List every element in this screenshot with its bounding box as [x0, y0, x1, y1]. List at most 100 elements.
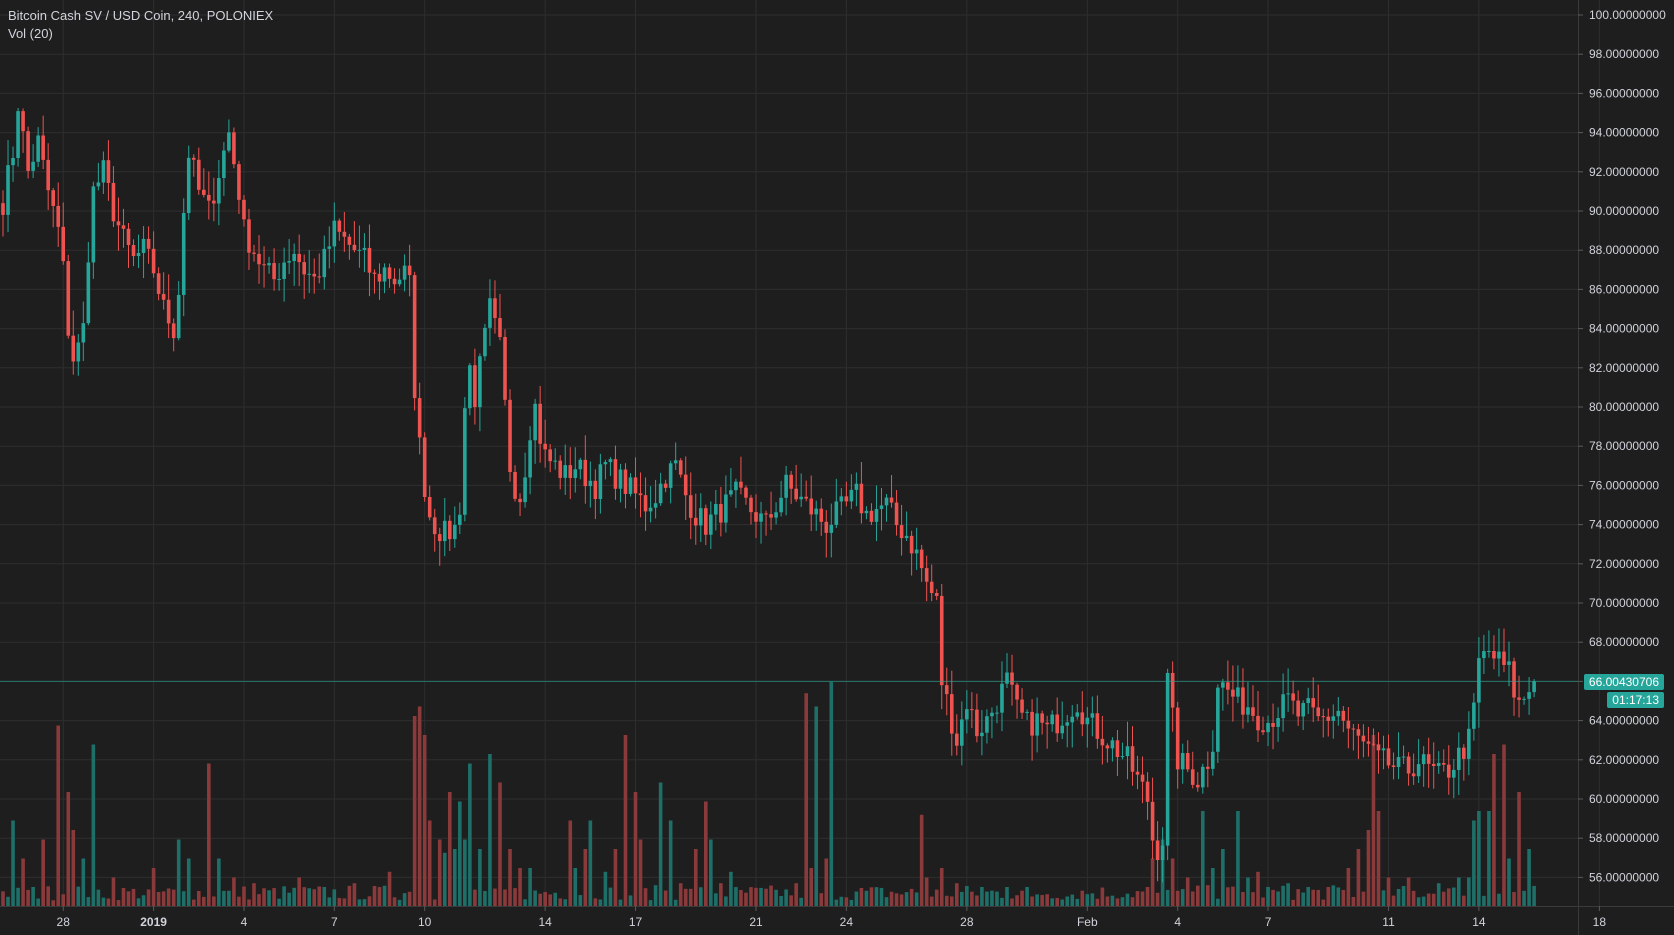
volume-bar — [553, 892, 557, 906]
price-axis-label: 64.00000000 — [1589, 714, 1659, 728]
volume-bar — [749, 887, 753, 906]
candle-body — [1326, 716, 1331, 721]
volume-bar — [1005, 887, 1009, 906]
volume-bar — [894, 893, 899, 906]
candle-body — [1507, 661, 1511, 665]
volume-bar — [116, 900, 121, 906]
candle-body — [1451, 769, 1456, 778]
volume-bar — [995, 891, 999, 906]
candle-body — [1155, 840, 1160, 861]
volume-bar — [1211, 868, 1215, 906]
volume-bar — [1301, 892, 1305, 906]
candle-body — [1241, 687, 1245, 715]
candle-body — [804, 496, 808, 499]
candle-body — [372, 272, 377, 274]
volume-bar — [939, 868, 944, 906]
candle-body — [1040, 713, 1044, 723]
price-axis-label: 72.00000000 — [1589, 557, 1659, 571]
volume-bar — [1266, 887, 1270, 906]
volume-bar — [759, 887, 763, 906]
volume-bar — [1140, 891, 1145, 906]
volume-bar — [518, 868, 522, 906]
volume-bar — [693, 849, 698, 906]
candle-body — [66, 261, 71, 336]
candle-body — [121, 225, 126, 229]
candle-body — [1436, 762, 1441, 767]
price-axis-label: 68.00000000 — [1589, 635, 1659, 649]
volume-bar — [774, 889, 778, 906]
volume-bar — [1195, 885, 1200, 906]
volume-bar — [171, 889, 176, 906]
candle-body — [985, 716, 989, 733]
price-axis-label: 96.00000000 — [1589, 86, 1659, 100]
candle-body — [1005, 672, 1009, 684]
candle-body — [1361, 735, 1366, 742]
candle-body — [904, 535, 909, 539]
volume-bar — [1446, 888, 1451, 906]
volume-bar — [1200, 811, 1205, 906]
candle-body — [1441, 762, 1446, 765]
candle-body — [6, 165, 10, 215]
candle-body — [663, 483, 668, 488]
candle-body — [212, 200, 216, 204]
candle-body — [437, 534, 442, 542]
candle-body — [1065, 722, 1070, 726]
time-axis-label: 28 — [57, 915, 71, 929]
volume-bar — [71, 830, 76, 906]
volume-bar — [804, 693, 808, 906]
candle-body — [337, 220, 342, 232]
candle-body — [698, 508, 703, 526]
volume-bar — [362, 899, 367, 906]
volume-bar — [1371, 735, 1376, 906]
volume-bar — [1487, 811, 1491, 906]
price-axis-label: 58.00000000 — [1589, 831, 1659, 845]
candle-body — [146, 238, 151, 249]
volume-bar — [794, 883, 798, 906]
volume-bar — [819, 893, 824, 906]
candle-body — [1376, 744, 1381, 751]
volume-bar — [899, 894, 904, 906]
candle-body — [1206, 766, 1210, 769]
candle-body — [914, 549, 919, 554]
volume-bar — [202, 896, 206, 906]
volume-bar — [613, 849, 618, 906]
volume-bar — [1492, 754, 1496, 906]
volume-bar — [36, 898, 40, 906]
volume-indicator-label[interactable]: Vol (20) — [8, 26, 53, 41]
candle-body — [347, 236, 352, 245]
candle-body — [894, 502, 899, 526]
volume-bar — [1271, 889, 1275, 906]
volume-bar — [1376, 811, 1381, 906]
volume-bar — [1411, 890, 1416, 906]
volume-bar — [628, 895, 633, 906]
candle-body — [442, 520, 447, 542]
candle-body — [1180, 753, 1185, 770]
volume-bar — [643, 888, 648, 906]
volume-bar — [76, 886, 81, 906]
candle-body — [101, 160, 106, 183]
candle-body — [1251, 707, 1255, 716]
volume-bar — [1441, 891, 1446, 906]
price-axis-label: 88.00000000 — [1589, 243, 1659, 257]
candle-body — [1281, 694, 1285, 719]
candle-body — [402, 265, 407, 280]
candle-body — [1200, 766, 1205, 788]
volume-bar — [1216, 898, 1220, 906]
candle-body — [1060, 725, 1065, 734]
volume-bar — [1316, 889, 1321, 906]
candle-body — [779, 497, 783, 513]
candle-body — [227, 132, 231, 151]
candle-body — [1070, 716, 1075, 723]
volume-bar — [382, 885, 387, 906]
volume-bar — [864, 890, 869, 906]
candle-body — [71, 335, 76, 362]
candle-body — [889, 497, 894, 503]
volume-bar — [302, 887, 306, 906]
volume-bar — [322, 887, 327, 906]
volume-bar — [1236, 811, 1240, 906]
candle-body — [202, 189, 206, 195]
candle-body — [1165, 672, 1170, 846]
volume-bar — [985, 891, 989, 906]
